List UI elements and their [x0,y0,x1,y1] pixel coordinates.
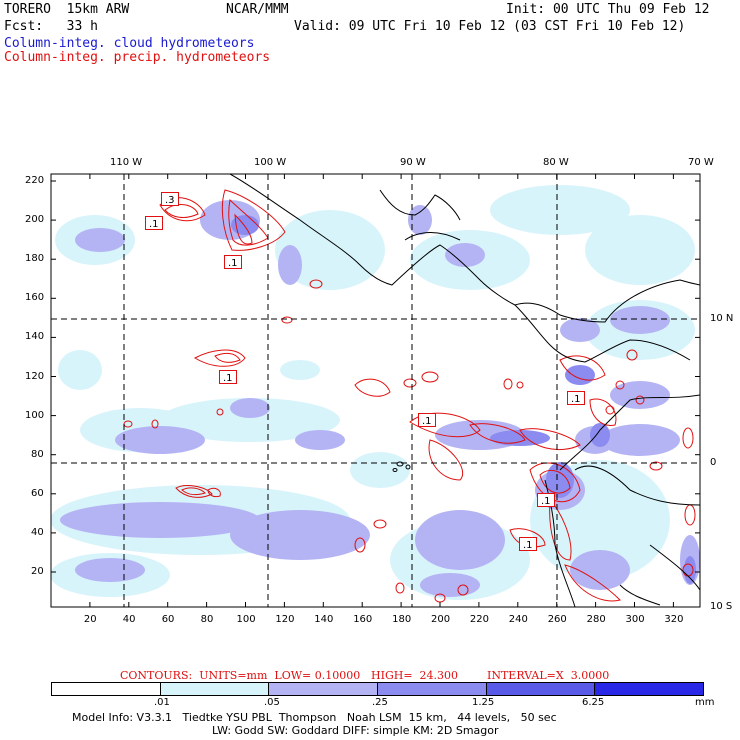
contour-label-box: .1 [219,369,237,388]
contour-label-text: .3 [165,195,175,206]
contour-interval: INTERVAL=X 3.0000 [487,669,610,682]
x-tick-label: 300 [625,614,645,625]
y-tick-label: 40 [31,526,44,538]
x-tick-label: 280 [586,614,606,625]
colorbar-seg [52,683,161,695]
colorbar-seg [160,683,270,695]
svg-text:.1: .1 [422,416,432,427]
x-tick-label: 240 [508,614,528,625]
org-label: NCAR/MMM [226,2,289,17]
x-tick-label: 180 [392,614,412,625]
colorbar-seg [378,683,487,695]
lon-label: 100 W [254,157,287,168]
colorbar-tick: 1.25 [472,697,495,708]
y-tick-label: 140 [25,331,45,343]
legend-cloud: Column-integ. cloud hydrometeors [4,36,255,51]
y-tick-label: 200 [25,214,45,226]
model-info: Model Info: V3.3.1 Tiedtke YSU PBL Thomp… [72,711,557,724]
contour-label-box: .1 [145,215,163,234]
contour-label-box: .3 [161,191,179,210]
colorbar-units: mm [695,697,715,708]
y-tick-label: 100 [25,409,45,421]
model-info-2: LW: Godd SW: Goddard DIFF: simple KM: 2D… [212,724,499,737]
x-tick-label: 80 [200,614,214,625]
lat-label: 10 N [710,313,734,324]
fcst-label: Fcst: 33 h [4,19,98,34]
x-tick-label: 60 [161,614,175,625]
contour-label-box: .1 [224,254,242,273]
colorbar-seg [595,683,704,695]
graticule [51,174,700,607]
colorbar-tick: .05 [264,697,280,708]
x-tick-label: 260 [547,614,567,625]
x-tick-label: 200 [431,614,451,625]
svg-text:.1: .1 [223,373,233,384]
x-tick-label: 100 [236,614,256,625]
svg-text:.1: .1 [571,394,581,405]
y-tick-label: 80 [31,448,44,460]
lon-label: 70 W [688,157,714,168]
colorbar-tick: .01 [154,697,170,708]
x-tick-label: 20 [83,614,97,625]
x-tick-label: 160 [353,614,373,625]
svg-text:.1: .1 [149,219,159,230]
colorbar-tick: 6.25 [582,697,605,708]
lon-label: 80 W [543,157,569,168]
contour-high: HIGH= 24.300 [371,669,459,682]
y-tick-label: 160 [25,292,45,304]
lat-label: 0 [710,457,717,468]
x-tick-label: 220 [469,614,489,625]
contour-label-box: .1 [519,536,537,555]
init-label: Init: 00 UTC Thu 09 Feb 12 [506,2,710,17]
model-title: TORERO 15km ARW [4,2,130,17]
precip-contours [123,189,696,603]
colorbar-seg [269,683,379,695]
x-tick-label: 120 [275,614,295,625]
svg-text:.1: .1 [228,258,238,269]
plot-frame [50,173,701,608]
svg-text:.1: .1 [541,496,551,507]
lat-label: 10 S [710,601,733,612]
colorbar-seg [486,683,596,695]
valid-label: Valid: 09 UTC Fri 10 Feb 12 (03 CST Fri … [294,19,686,34]
x-tick-label: 320 [664,614,684,625]
legend-precip: Column-integ. precip. hydrometeors [4,50,271,65]
y-tick-label: 220 [25,175,45,186]
y-tick-label: 20 [31,566,44,577]
lon-label: 90 W [400,157,426,168]
x-tick-label: 140 [314,614,334,625]
y-tick-label: 180 [25,253,45,265]
x-tick-label: 40 [122,614,136,625]
svg-text:.1: .1 [523,540,533,551]
contour-info: CONTOURS: UNITS=mm LOW= 0.10000 [120,669,361,682]
contour-label-box: .1 [537,492,555,511]
contour-label-box: .1 [418,412,436,431]
colorbar [51,682,704,696]
colorbar-tick: .25 [372,697,388,708]
lon-label: 110 W [110,157,143,168]
y-tick-label: 120 [25,370,45,382]
contour-label-box: .1 [567,390,585,409]
y-tick-label: 60 [31,487,44,499]
